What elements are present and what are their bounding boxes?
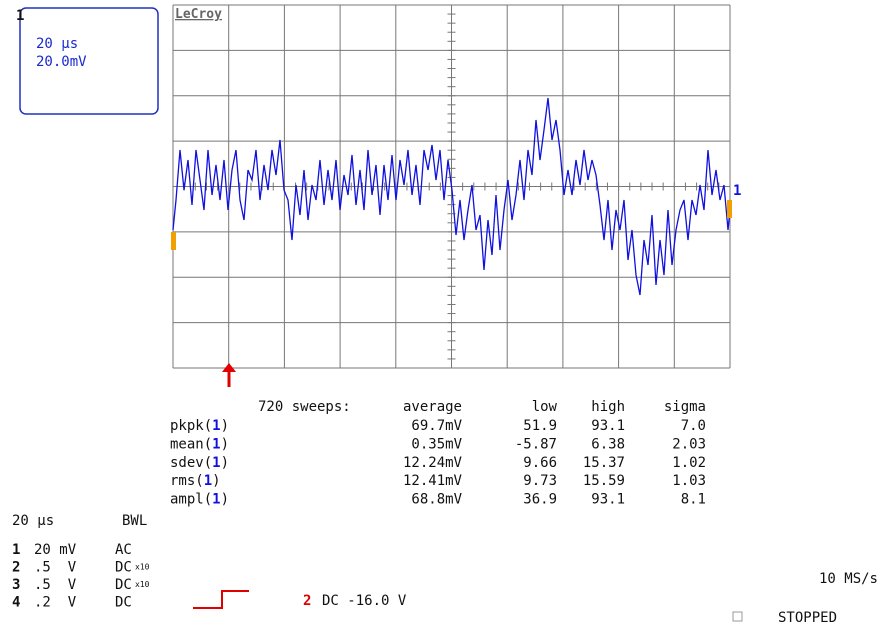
channel-id: 2: [12, 560, 20, 576]
stats-cell: -5.87: [515, 436, 557, 452]
stats-cell: 6.38: [591, 436, 625, 452]
stats-label-part: pkpk(: [170, 418, 212, 434]
stats-label: mean(1): [170, 436, 229, 452]
stats-cell: 69.7mV: [411, 418, 462, 434]
channel-probe: x10: [135, 580, 150, 589]
stats-label-part: 1: [212, 455, 220, 471]
stats-label-part: 1: [212, 436, 220, 452]
stats-label-part: ): [221, 455, 229, 471]
stats-cell: 8.1: [681, 492, 706, 508]
stats-label: ampl(1): [170, 492, 229, 508]
stats-cell: 9.73: [523, 473, 557, 489]
trigger-setting: DC -16.0 V: [322, 593, 407, 609]
stats-cell: 9.66: [523, 455, 557, 471]
stats-label-part: ): [221, 418, 229, 434]
waveform: [172, 97, 731, 296]
stats-label: pkpk(1): [170, 418, 229, 434]
channel-scale: .5 V: [34, 577, 77, 593]
stats-label-part: ): [221, 492, 229, 508]
status-box: [732, 611, 743, 622]
brand: LeCroy: [175, 7, 222, 22]
stats-cell: 0.35mV: [411, 436, 462, 452]
stats-cell: 1.02: [672, 455, 706, 471]
stats-cell: 1.03: [672, 473, 706, 489]
channel-probe: x10: [135, 563, 150, 572]
stats-header: average: [403, 399, 462, 415]
stats-label-part: ampl(: [170, 492, 212, 508]
channel-id: 1: [16, 8, 24, 24]
graticule: [172, 4, 731, 369]
stats-cell: 15.59: [583, 473, 625, 489]
stats-cell: 68.8mV: [411, 492, 462, 508]
trigger-slope: [193, 590, 249, 609]
stats-label-part: sdev(: [170, 455, 212, 471]
channel-id: 1: [12, 542, 20, 558]
trigger-arrow: [222, 363, 236, 372]
stats-cell: 12.41mV: [403, 473, 463, 489]
channel-marker: 1: [733, 183, 741, 199]
sample-rate: 10 MS/s: [819, 571, 878, 587]
bwl: BWL: [122, 513, 147, 529]
stats-cell: 93.1: [591, 492, 625, 508]
stats-header: 720 sweeps:: [258, 399, 351, 415]
box-volts: 20.0mV: [36, 54, 87, 70]
stats-cell: 51.9: [523, 418, 557, 434]
channel-coupling: DC: [115, 577, 132, 593]
stats-cell: 2.03: [672, 436, 706, 452]
stats-label-part: rms(: [170, 473, 204, 489]
stats-header: high: [591, 399, 625, 415]
stats-label-part: mean(: [170, 436, 212, 452]
stats-label: rms(1): [170, 473, 221, 489]
channel-coupling: AC: [115, 542, 132, 558]
channel-scale: 20 mV: [34, 542, 77, 558]
stats-cell: 15.37: [583, 455, 625, 471]
stats-label-part: ): [212, 473, 220, 489]
trigger-channel: 2: [303, 593, 311, 609]
stats-label-part: 1: [212, 418, 220, 434]
channel-box: [19, 7, 159, 115]
channel-scale: .2 V: [34, 595, 77, 611]
channel-id: 4: [12, 595, 20, 611]
stats-cell: 12.24mV: [403, 455, 463, 471]
box-timebase: 20 μs: [36, 36, 78, 52]
status: STOPPED: [778, 610, 837, 626]
channel-scale: .5 V: [34, 560, 77, 576]
stats-label: sdev(1): [170, 455, 229, 471]
timebase: 20 μs: [12, 513, 54, 529]
channel-coupling: DC: [115, 560, 132, 576]
stats-label-part: ): [221, 436, 229, 452]
stats-label-part: 1: [204, 473, 212, 489]
offset-marker: [727, 200, 732, 218]
stats-header: low: [532, 399, 558, 415]
stats-cell: 36.9: [523, 492, 557, 508]
channel-id: 3: [12, 577, 20, 593]
stats-cell: 7.0: [681, 418, 706, 434]
stats-label-part: 1: [212, 492, 220, 508]
offset-marker: [171, 232, 176, 250]
stats-cell: 93.1: [591, 418, 625, 434]
channel-coupling: DC: [115, 595, 132, 611]
stats-header: sigma: [664, 399, 706, 415]
